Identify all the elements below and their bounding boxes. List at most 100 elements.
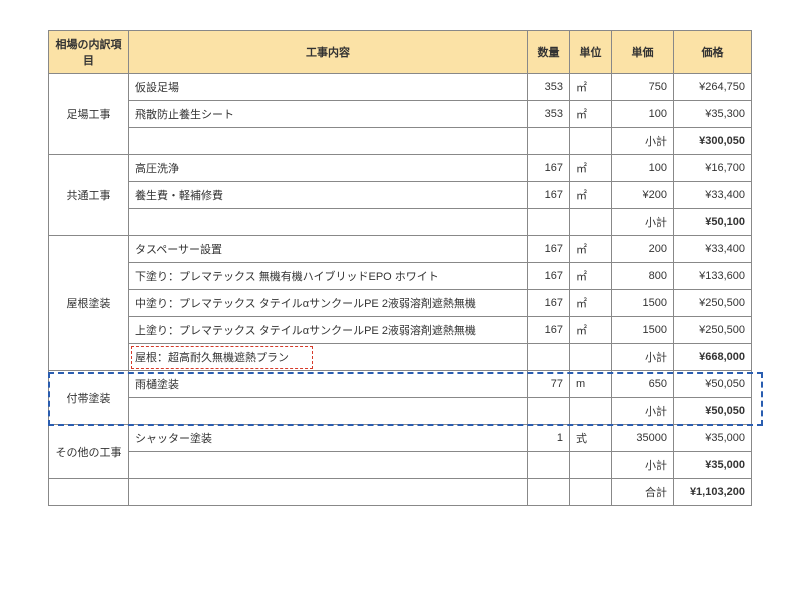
uprice-cell: 1500 — [612, 317, 674, 344]
uprice-cell: 650 — [612, 371, 674, 398]
empty-cell — [570, 479, 612, 506]
empty-cell — [570, 209, 612, 236]
total-cell: ¥133,600 — [674, 263, 752, 290]
unit-cell: ㎡ — [570, 101, 612, 128]
empty-cell — [528, 452, 570, 479]
unit-cell: ㎡ — [570, 74, 612, 101]
qty-cell: 353 — [528, 74, 570, 101]
empty-cell — [528, 209, 570, 236]
uprice-cell: 800 — [612, 263, 674, 290]
empty-cell — [49, 479, 129, 506]
plan-note-cell — [129, 398, 528, 425]
table-row: 足場工事仮設足場353㎡750¥264,750 — [49, 74, 752, 101]
category-cell: 付帯塗装 — [49, 371, 129, 425]
subtotal-label: 小計 — [612, 209, 674, 236]
unit-cell: m — [570, 371, 612, 398]
total-cell: ¥50,050 — [674, 371, 752, 398]
desc-cell: シャッター塗装 — [129, 425, 528, 452]
desc-cell: 雨樋塗装 — [129, 371, 528, 398]
plan-note-cell — [129, 128, 528, 155]
table-row: 飛散防止養生シート353㎡100¥35,300 — [49, 101, 752, 128]
empty-cell — [570, 344, 612, 371]
plan-note-cell: 屋根：超高耐久無機遮熱プラン — [129, 344, 528, 371]
h-qty: 数量 — [528, 31, 570, 74]
h-unit: 単位 — [570, 31, 612, 74]
table-row: 屋根塗装タスペーサー設置167㎡200¥33,400 — [49, 236, 752, 263]
uprice-cell: 1500 — [612, 290, 674, 317]
category-cell: 屋根塗装 — [49, 236, 129, 371]
category-cell: その他の工事 — [49, 425, 129, 479]
plan-note-cell — [129, 452, 528, 479]
qty-cell: 77 — [528, 371, 570, 398]
total-cell: ¥264,750 — [674, 74, 752, 101]
total-cell: ¥33,400 — [674, 236, 752, 263]
empty-cell — [129, 479, 528, 506]
empty-cell — [570, 398, 612, 425]
uprice-cell: 100 — [612, 101, 674, 128]
empty-cell — [528, 398, 570, 425]
total-cell: ¥35,000 — [674, 425, 752, 452]
total-cell: ¥35,300 — [674, 101, 752, 128]
qty-cell: 167 — [528, 317, 570, 344]
table-row: 上塗り：プレマテックス タテイルαサンクールPE 2液弱溶剤遮熱無機167㎡15… — [49, 317, 752, 344]
qty-cell: 353 — [528, 101, 570, 128]
unit-cell: ㎡ — [570, 290, 612, 317]
total-cell: ¥33,400 — [674, 182, 752, 209]
empty-cell — [570, 452, 612, 479]
empty-cell — [528, 479, 570, 506]
h-total: 価格 — [674, 31, 752, 74]
qty-cell: 167 — [528, 263, 570, 290]
total-cell: ¥250,500 — [674, 317, 752, 344]
empty-cell — [528, 128, 570, 155]
subtotal-row: 小計¥35,000 — [49, 452, 752, 479]
subtotal-value: ¥668,000 — [674, 344, 752, 371]
desc-cell: 仮設足場 — [129, 74, 528, 101]
uprice-cell: 100 — [612, 155, 674, 182]
unit-cell: ㎡ — [570, 182, 612, 209]
subtotal-value: ¥35,000 — [674, 452, 752, 479]
desc-cell: タスペーサー設置 — [129, 236, 528, 263]
h-category: 相場の内訳項目 — [49, 31, 129, 74]
subtotal-label: 小計 — [612, 452, 674, 479]
table-row: その他の工事シャッター塗装1式35000¥35,000 — [49, 425, 752, 452]
subtotal-label: 小計 — [612, 128, 674, 155]
desc-cell: 下塗り：プレマテックス 無機有機ハイブリッドEPO ホワイト — [129, 263, 528, 290]
h-uprice: 単価 — [612, 31, 674, 74]
plan-note-cell — [129, 209, 528, 236]
total-cell: ¥250,500 — [674, 290, 752, 317]
table-row: 共通工事高圧洗浄167㎡100¥16,700 — [49, 155, 752, 182]
uprice-cell: 200 — [612, 236, 674, 263]
grand-total-row: 合計¥1,103,200 — [49, 479, 752, 506]
qty-cell: 167 — [528, 155, 570, 182]
uprice-cell: 750 — [612, 74, 674, 101]
unit-cell: 式 — [570, 425, 612, 452]
qty-cell: 167 — [528, 182, 570, 209]
desc-cell: 養生費・軽補修費 — [129, 182, 528, 209]
subtotal-row: 小計¥50,100 — [49, 209, 752, 236]
empty-cell — [528, 344, 570, 371]
total-cell: ¥16,700 — [674, 155, 752, 182]
grand-total: ¥1,103,200 — [674, 479, 752, 506]
category-cell: 足場工事 — [49, 74, 129, 155]
header-row: 相場の内訳項目 工事内容 数量 単位 単価 価格 — [49, 31, 752, 74]
unit-cell: ㎡ — [570, 317, 612, 344]
qty-cell: 167 — [528, 236, 570, 263]
unit-cell: ㎡ — [570, 263, 612, 290]
subtotal-value: ¥50,100 — [674, 209, 752, 236]
table-row: 付帯塗装雨樋塗装77m650¥50,050 — [49, 371, 752, 398]
subtotal-row: 小計¥50,050 — [49, 398, 752, 425]
uprice-cell: ¥200 — [612, 182, 674, 209]
table-row: 中塗り：プレマテックス タテイルαサンクールPE 2液弱溶剤遮熱無機167㎡15… — [49, 290, 752, 317]
qty-cell: 167 — [528, 290, 570, 317]
subtotal-label: 小計 — [612, 344, 674, 371]
qty-cell: 1 — [528, 425, 570, 452]
desc-cell: 飛散防止養生シート — [129, 101, 528, 128]
grand-label: 合計 — [612, 479, 674, 506]
subtotal-row: 小計¥300,050 — [49, 128, 752, 155]
h-desc: 工事内容 — [129, 31, 528, 74]
category-cell: 共通工事 — [49, 155, 129, 236]
subtotal-value: ¥50,050 — [674, 398, 752, 425]
subtotal-row: 屋根：超高耐久無機遮熱プラン 小計¥668,000 — [49, 344, 752, 371]
estimate-table: 相場の内訳項目 工事内容 数量 単位 単価 価格 足場工事仮設足場353㎡750… — [48, 30, 752, 506]
uprice-cell: 35000 — [612, 425, 674, 452]
